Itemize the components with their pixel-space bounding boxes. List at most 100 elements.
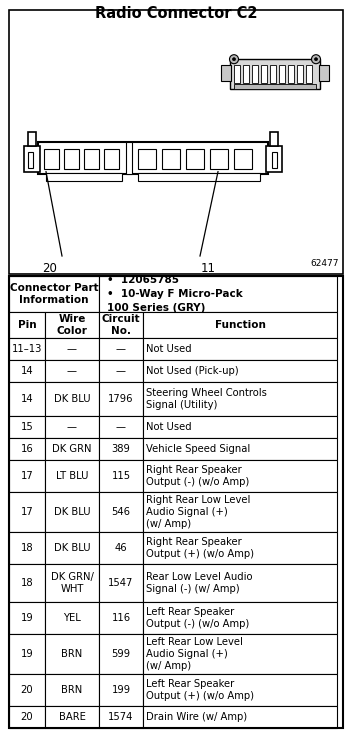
- Bar: [143, 360, 337, 382]
- Circle shape: [230, 55, 239, 64]
- Bar: [9, 634, 45, 674]
- Text: Right Rear Speaker
Output (-) (w/o Amp): Right Rear Speaker Output (-) (w/o Amp): [146, 465, 249, 487]
- Text: 18: 18: [21, 578, 33, 588]
- Text: Left Rear Low Level
Audio Signal (+)
(w/ Amp): Left Rear Low Level Audio Signal (+) (w/…: [146, 637, 243, 671]
- Bar: [272, 152, 277, 168]
- Text: 11–13: 11–13: [12, 344, 42, 354]
- Bar: [9, 416, 45, 438]
- Circle shape: [314, 58, 318, 61]
- Text: 20: 20: [21, 712, 33, 722]
- Text: 1574: 1574: [108, 712, 134, 722]
- Bar: [270, 132, 278, 146]
- Bar: [221, 65, 231, 81]
- Bar: [234, 84, 316, 89]
- Text: —: —: [116, 422, 126, 432]
- Bar: [24, 146, 40, 172]
- Bar: [45, 312, 99, 338]
- Text: 1796: 1796: [108, 394, 134, 404]
- Text: 20: 20: [43, 262, 57, 275]
- Text: Function: Function: [215, 320, 265, 330]
- Bar: [99, 460, 143, 492]
- Bar: [9, 276, 99, 312]
- Bar: [288, 65, 294, 83]
- Text: LT BLU: LT BLU: [56, 471, 88, 481]
- Bar: [9, 360, 45, 382]
- Bar: [45, 706, 99, 728]
- Bar: [45, 492, 99, 532]
- Text: Pin: Pin: [18, 320, 36, 330]
- Text: Connector Part
Information: Connector Part Information: [10, 283, 98, 305]
- Circle shape: [233, 58, 235, 61]
- Bar: [99, 338, 143, 360]
- Bar: [143, 602, 337, 634]
- Bar: [45, 634, 99, 674]
- Text: Left Rear Speaker
Output (+) (w/o Amp): Left Rear Speaker Output (+) (w/o Amp): [146, 679, 254, 701]
- Bar: [230, 59, 320, 89]
- Bar: [9, 460, 45, 492]
- Text: 19: 19: [21, 649, 33, 659]
- Text: DK BLU: DK BLU: [54, 507, 90, 517]
- Text: —: —: [67, 344, 77, 354]
- Text: 19: 19: [21, 613, 33, 623]
- Text: Wire
Color: Wire Color: [57, 314, 87, 336]
- Bar: [210, 149, 228, 168]
- Bar: [234, 65, 240, 83]
- Bar: [45, 338, 99, 360]
- Text: —: —: [67, 366, 77, 376]
- Bar: [84, 149, 99, 168]
- Bar: [266, 146, 282, 172]
- Bar: [64, 149, 79, 168]
- Bar: [99, 438, 143, 460]
- Text: 16: 16: [21, 444, 33, 454]
- Bar: [186, 149, 204, 168]
- Text: 14: 14: [21, 366, 33, 376]
- Bar: [45, 416, 99, 438]
- Bar: [99, 276, 337, 312]
- Bar: [143, 460, 337, 492]
- Text: 115: 115: [112, 471, 131, 481]
- Text: Not Used (Pick-up): Not Used (Pick-up): [146, 366, 239, 376]
- Bar: [270, 65, 276, 83]
- Text: BARE: BARE: [58, 712, 86, 722]
- Bar: [9, 706, 45, 728]
- Text: 116: 116: [112, 613, 131, 623]
- Text: DK BLU: DK BLU: [54, 394, 90, 404]
- Bar: [126, 142, 132, 173]
- Bar: [99, 382, 143, 416]
- Text: 20: 20: [21, 685, 33, 695]
- Text: Vehicle Speed Signal: Vehicle Speed Signal: [146, 444, 250, 454]
- Text: Right Rear Low Level
Audio Signal (+)
(w/ Amp): Right Rear Low Level Audio Signal (+) (w…: [146, 495, 250, 529]
- Bar: [138, 149, 156, 168]
- Bar: [143, 532, 337, 564]
- Bar: [297, 65, 303, 83]
- Text: 14: 14: [21, 394, 33, 404]
- Bar: [252, 65, 258, 83]
- Bar: [143, 634, 337, 674]
- Text: —: —: [67, 422, 77, 432]
- Bar: [143, 338, 337, 360]
- Bar: [143, 382, 337, 416]
- Text: Circuit
No.: Circuit No.: [102, 314, 140, 336]
- Text: 599: 599: [112, 649, 131, 659]
- Text: DK GRN: DK GRN: [52, 444, 92, 454]
- Bar: [243, 65, 249, 83]
- Text: Right Rear Speaker
Output (+) (w/o Amp): Right Rear Speaker Output (+) (w/o Amp): [146, 537, 254, 559]
- Bar: [99, 602, 143, 634]
- Bar: [45, 382, 99, 416]
- Bar: [162, 149, 180, 168]
- Text: BRN: BRN: [61, 649, 83, 659]
- Bar: [104, 149, 119, 168]
- Bar: [45, 674, 99, 706]
- Text: DK GRN/
WHT: DK GRN/ WHT: [51, 572, 93, 594]
- Bar: [99, 674, 143, 706]
- Bar: [143, 674, 337, 706]
- Text: •  12065785
•  10-Way F Micro-Pack
100 Series (GRY): • 12065785 • 10-Way F Micro-Pack 100 Ser…: [107, 275, 243, 313]
- Bar: [9, 338, 45, 360]
- Bar: [143, 416, 337, 438]
- Text: 18: 18: [21, 543, 33, 553]
- Text: —: —: [116, 344, 126, 354]
- Text: Not Used: Not Used: [146, 344, 191, 354]
- Text: Rear Low Level Audio
Signal (-) (w/ Amp): Rear Low Level Audio Signal (-) (w/ Amp): [146, 572, 252, 594]
- Bar: [9, 438, 45, 460]
- Text: 17: 17: [21, 507, 33, 517]
